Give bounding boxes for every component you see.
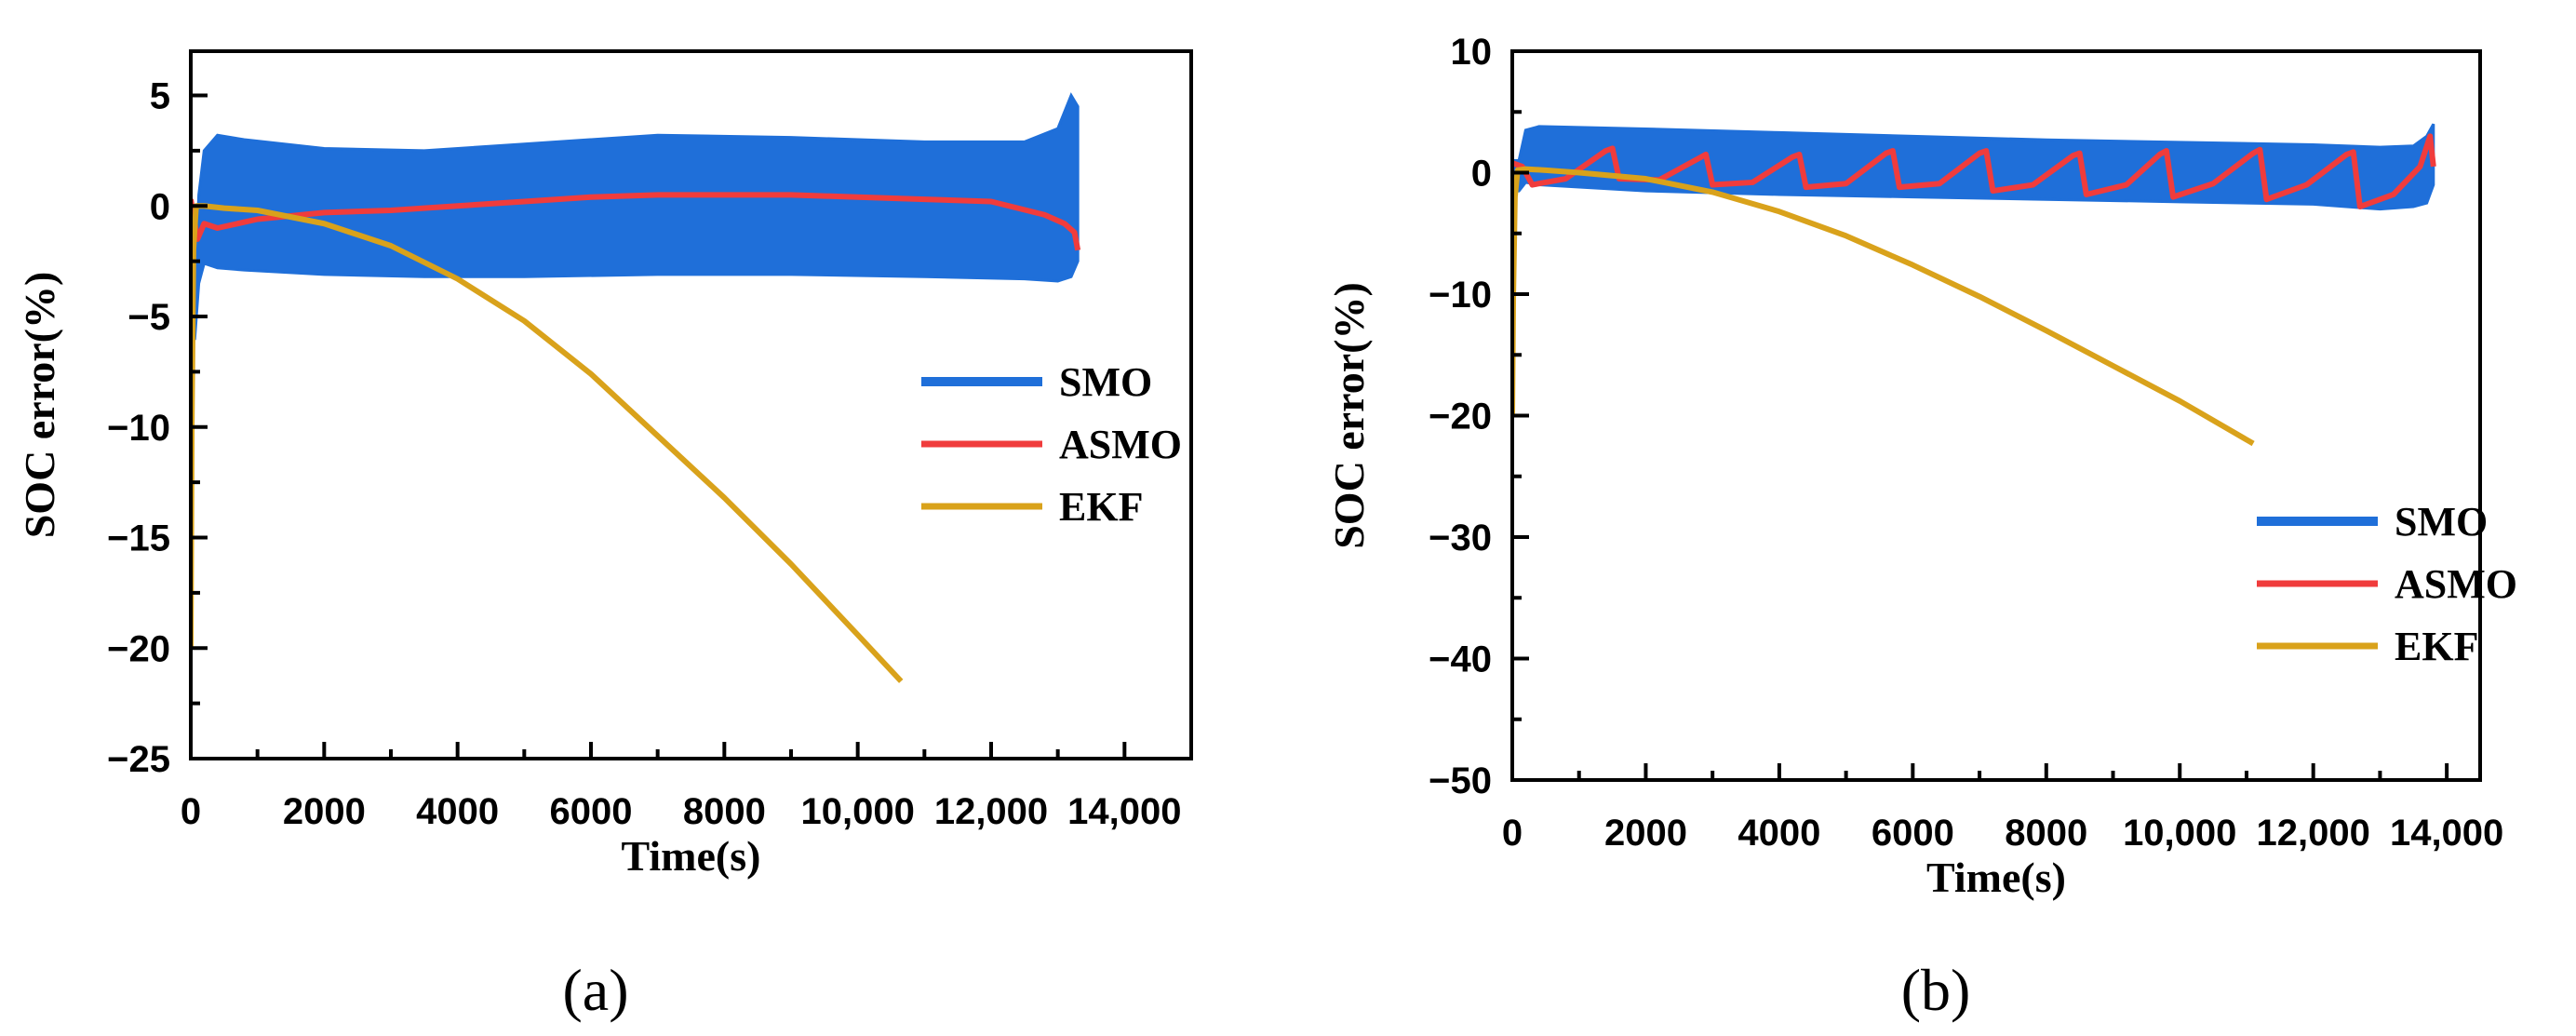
- y-tick-label: −25: [107, 739, 170, 780]
- x-tick-label: 12,000: [934, 791, 1048, 832]
- x-tick-label: 14,000: [2390, 813, 2503, 854]
- legend-label-asmo: ASMO: [2395, 561, 2517, 607]
- legend-label-smo: SMO: [2395, 499, 2488, 545]
- y-tick-label: 0: [1471, 154, 1492, 195]
- legend-label-ekf: EKF: [2395, 624, 2478, 669]
- legend: SMO ASMO EKF: [921, 359, 1182, 530]
- y-tick-label: 5: [150, 76, 170, 117]
- legend-label-ekf: EKF: [1059, 484, 1143, 530]
- y-axis-title: SOC error(%): [1325, 282, 1373, 549]
- y-tick-label: −50: [1429, 760, 1492, 801]
- x-tick-label: 8000: [683, 791, 766, 832]
- x-tick-label: 12,000: [2257, 813, 2370, 854]
- x-axis-title: Time(s): [622, 832, 761, 880]
- axes-frame: [189, 49, 1193, 760]
- x-tick-label: 2000: [1604, 813, 1687, 854]
- y-tick-label: 10: [1451, 32, 1493, 73]
- y-tick-label: 0: [150, 186, 170, 227]
- x-tick-label: 14,000: [1067, 791, 1181, 832]
- x-tick-label: 2000: [283, 791, 366, 832]
- y-axis-title: SOC error(%): [16, 272, 63, 539]
- y-tick-label: −15: [107, 518, 170, 559]
- plot-area: [191, 92, 1081, 683]
- x-axis-title: Time(s): [1926, 854, 2066, 901]
- y-tick-label: −20: [107, 628, 170, 669]
- x-tick-label: 0: [181, 791, 201, 832]
- series-asmo-line: [191, 192, 1081, 251]
- y-tick-label: −30: [1429, 518, 1492, 558]
- panel-label: (b): [1901, 957, 1971, 1023]
- y-tick-label: −10: [1429, 275, 1492, 316]
- panel-label: (a): [562, 957, 628, 1023]
- x-tick-label: 6000: [1872, 813, 1954, 854]
- chart-panel-a: 0 2000 4000 6000 8000 10,000 12,000 14,000 5 0 −5 −…: [16, 49, 1193, 1023]
- x-tick-label: 0: [1502, 813, 1523, 854]
- legend-label-asmo: ASMO: [1059, 422, 1182, 467]
- chart-panel-b: 0 2000 4000 6000 8000 10,000 12,000 14,000 10 0 −1…: [1325, 32, 2517, 1023]
- x-tick-label: 10,000: [800, 791, 914, 832]
- series-ekf-line: [1512, 166, 2255, 447]
- x-tick-label: 4000: [1737, 813, 1820, 854]
- x-tick-label: 10,000: [2123, 813, 2236, 854]
- x-tick-label: 6000: [550, 791, 633, 832]
- series-smo-band: [191, 92, 1080, 341]
- series-smo-band: [1512, 123, 2435, 211]
- y-tick-label: −40: [1429, 639, 1492, 680]
- legend: SMO ASMO EKF: [2257, 499, 2517, 669]
- y-tick-label: −10: [107, 408, 170, 449]
- legend-label-smo: SMO: [1059, 359, 1152, 405]
- y-tick-label: −20: [1429, 397, 1492, 437]
- y-tick-label: −5: [127, 297, 170, 338]
- plot-area: [1512, 123, 2436, 447]
- x-tick-label: 4000: [416, 791, 499, 832]
- series-ekf-line: [191, 203, 904, 683]
- x-tick-label: 8000: [2005, 813, 2087, 854]
